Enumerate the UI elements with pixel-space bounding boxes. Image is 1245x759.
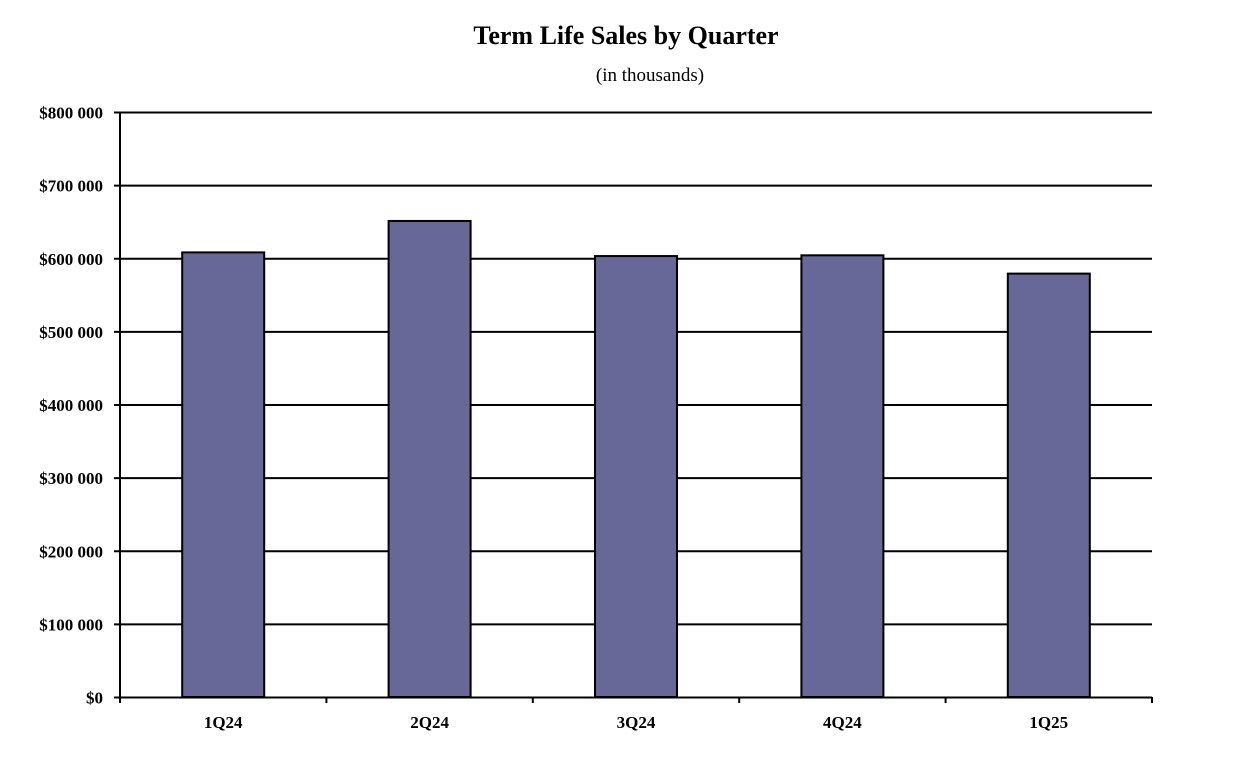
bar-1Q25 xyxy=(1006,272,1091,698)
axes xyxy=(114,111,1153,703)
x-tick-label: 3Q24 xyxy=(617,713,656,732)
x-tick-labels: 1Q24 2Q24 3Q24 4Q24 1Q25 xyxy=(204,713,1068,732)
chart-subtitle: (in thousands) xyxy=(596,65,704,86)
y-tick-labels: $0 $100 000 $200 000 $300 000 $400 000 $500 0… xyxy=(39,104,103,708)
chart-title: Term Life Sales by Quarter xyxy=(473,21,778,50)
y-tick-label: $400 000 xyxy=(39,396,103,415)
y-tick-label: $200 000 xyxy=(39,542,103,561)
bar-4Q24 xyxy=(800,254,885,698)
bar-3Q24 xyxy=(594,255,678,698)
x-tick-label: 1Q25 xyxy=(1029,713,1068,732)
y-tick-label: $800 000 xyxy=(39,104,103,123)
y-tick-label: $500 000 xyxy=(39,323,103,342)
y-tick-label: $100 000 xyxy=(39,615,103,634)
y-tick-label: $600 000 xyxy=(39,250,103,269)
bar-1Q24 xyxy=(181,251,266,698)
y-tick-label: $300 000 xyxy=(39,469,103,488)
x-tick-label: 4Q24 xyxy=(823,713,862,732)
y-tick-label: $0 xyxy=(86,689,103,708)
bars xyxy=(181,219,1091,699)
x-tick-label: 1Q24 xyxy=(204,713,243,732)
x-tick-label: 2Q24 xyxy=(410,713,449,732)
bar-2Q24 xyxy=(387,219,472,699)
y-tick-label: $700 000 xyxy=(39,177,103,196)
